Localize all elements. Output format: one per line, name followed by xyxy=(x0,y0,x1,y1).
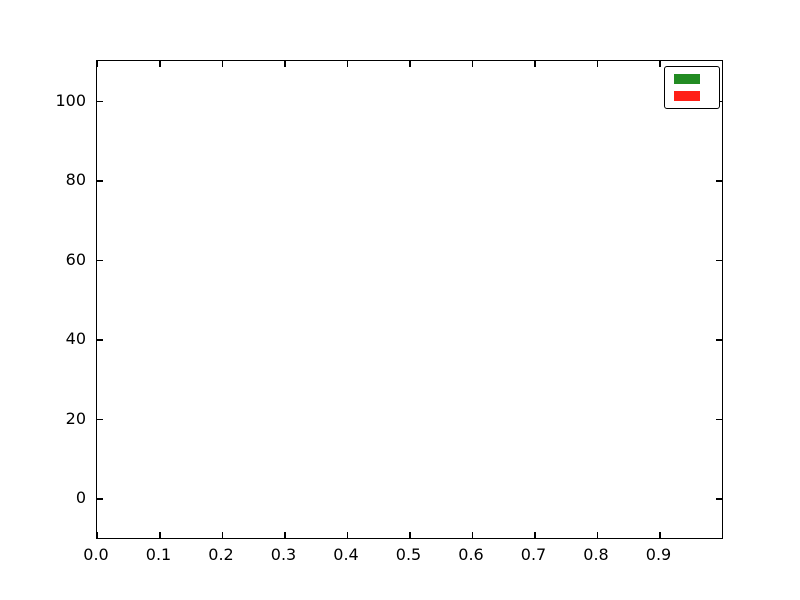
y-tick xyxy=(97,498,103,500)
x-tick-label: 0.7 xyxy=(520,545,547,564)
x-tick-top xyxy=(159,61,161,67)
x-tick-label: 0.4 xyxy=(333,545,359,564)
x-tick-label: 0.6 xyxy=(458,545,484,564)
x-tick xyxy=(534,532,536,538)
x-tick-label: 0.8 xyxy=(583,545,609,564)
x-tick-top xyxy=(596,61,598,67)
x-tick xyxy=(221,532,223,538)
y-tick-right xyxy=(716,259,722,261)
x-tick xyxy=(96,532,98,538)
y-tick-right xyxy=(716,418,722,420)
x-tick-top xyxy=(221,61,223,67)
x-tick-top xyxy=(96,61,98,67)
y-tick-label: 60 xyxy=(65,249,86,269)
y-tick-label: 40 xyxy=(65,329,86,348)
x-tick xyxy=(721,532,723,538)
y-tick-label: 80 xyxy=(65,170,86,189)
y-tick-right xyxy=(716,498,722,500)
x-tick-label: 0.0 xyxy=(83,545,109,564)
fp-swatch-icon xyxy=(674,91,700,101)
x-tick-top xyxy=(534,61,536,67)
x-tick-label: 0.1 xyxy=(145,545,172,564)
plot-area xyxy=(96,60,723,539)
y-tick xyxy=(97,100,103,102)
y-tick xyxy=(97,180,103,182)
y-tick-right xyxy=(716,180,722,182)
legend-item-fp xyxy=(674,91,709,101)
y-tick xyxy=(97,259,103,261)
legend-item-tp xyxy=(674,74,709,84)
y-tick xyxy=(97,418,103,420)
y-tick-label: 0 xyxy=(75,488,86,507)
x-tick-top xyxy=(346,61,348,67)
x-tick-label: 0.9 xyxy=(645,545,672,564)
x-tick-top xyxy=(409,61,411,67)
y-tick-label: 20 xyxy=(65,408,86,428)
y-tick-right xyxy=(716,339,722,341)
x-tick-top xyxy=(721,61,723,67)
tp-swatch-icon xyxy=(674,74,700,84)
x-tick-top xyxy=(471,61,473,67)
x-tick xyxy=(159,532,161,538)
y-tick-label: 100 xyxy=(55,90,86,110)
x-tick-label: 0.5 xyxy=(395,545,422,564)
y-tick xyxy=(97,339,103,341)
x-tick-label: 0.3 xyxy=(270,545,297,564)
x-tick xyxy=(346,532,348,538)
x-tick xyxy=(471,532,473,538)
x-tick xyxy=(284,532,286,538)
x-tick-top xyxy=(284,61,286,67)
x-tick-label: 0.2 xyxy=(208,545,234,564)
x-tick xyxy=(659,532,661,538)
x-tick xyxy=(596,532,598,538)
x-tick-top xyxy=(659,61,661,67)
x-tick xyxy=(409,532,411,538)
legend xyxy=(664,66,720,109)
